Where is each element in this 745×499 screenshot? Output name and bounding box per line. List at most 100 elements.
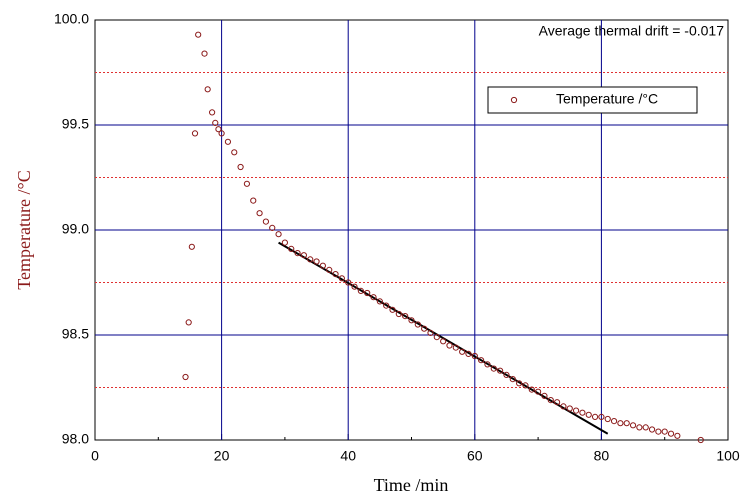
x-tick-label: 0 <box>91 448 99 464</box>
data-point <box>547 397 554 404</box>
x-tick-label: 60 <box>467 448 483 464</box>
data-point <box>661 428 668 435</box>
data-point <box>560 403 567 410</box>
data-point <box>231 149 238 156</box>
data-point <box>204 86 211 93</box>
data-point <box>383 302 390 309</box>
data-point <box>243 180 251 187</box>
data-point <box>332 271 339 278</box>
data-point <box>503 371 510 378</box>
data-point <box>697 436 704 444</box>
data-point <box>667 430 675 437</box>
data-point <box>452 344 459 351</box>
data-point <box>188 243 195 250</box>
data-point <box>351 283 358 290</box>
data-point <box>307 256 314 263</box>
data-point <box>326 266 333 273</box>
data-point <box>237 163 244 171</box>
data-point <box>357 287 364 294</box>
data-point <box>275 231 282 238</box>
data-point <box>250 197 257 204</box>
data-point <box>294 250 301 257</box>
data-point <box>218 130 225 137</box>
legend-box <box>487 86 698 114</box>
data-point <box>256 210 263 217</box>
data-point <box>288 245 295 252</box>
data-point <box>300 252 307 259</box>
y-axis-label: Temperature /°C <box>14 170 34 289</box>
annotation: Average thermal drift = -0.017 <box>539 23 725 39</box>
data-point <box>566 405 573 412</box>
x-tick-label: 80 <box>594 448 610 464</box>
data-point <box>610 418 618 425</box>
fit-line <box>278 241 609 435</box>
data-point <box>598 413 605 420</box>
data-point <box>553 399 561 406</box>
data-point <box>440 338 447 345</box>
data-point <box>541 392 548 399</box>
data-point <box>648 426 656 433</box>
data-point <box>313 258 320 265</box>
data-point <box>215 126 222 133</box>
data-point <box>224 138 232 145</box>
x-tick-label: 40 <box>340 448 356 464</box>
y-tick-label: 99.5 <box>62 116 89 132</box>
data-point <box>516 380 523 387</box>
data-point <box>182 373 189 381</box>
data-point <box>414 321 421 328</box>
data-point <box>642 424 649 431</box>
data-point <box>591 413 599 420</box>
data-point <box>209 109 216 116</box>
data-point <box>370 294 377 301</box>
data-point <box>262 218 270 225</box>
data-point <box>465 350 472 357</box>
data-point <box>459 348 466 355</box>
data-point <box>446 342 453 349</box>
data-point <box>535 388 542 395</box>
data-point <box>528 386 535 393</box>
data-point <box>655 428 662 435</box>
data-point <box>185 319 192 326</box>
data-point <box>604 415 611 423</box>
data-point <box>509 376 516 383</box>
data-point <box>191 130 199 137</box>
y-tick-label: 100.0 <box>54 11 89 27</box>
data-point <box>319 262 326 269</box>
y-tick-label: 98.0 <box>62 431 89 447</box>
data-point <box>421 325 428 332</box>
legend-marker <box>510 96 518 104</box>
data-point <box>623 420 630 427</box>
data-point <box>389 306 396 313</box>
data-point <box>471 352 478 360</box>
x-tick-label: 100 <box>716 448 740 464</box>
data-point <box>484 361 491 368</box>
data-point <box>629 422 637 429</box>
data-point <box>674 432 681 439</box>
data-point <box>490 365 497 372</box>
x-axis-label: Time /min <box>374 475 449 495</box>
data-point <box>522 382 529 389</box>
data-point <box>364 289 371 297</box>
data-point <box>433 334 440 341</box>
data-point <box>636 424 643 431</box>
data-point <box>281 239 288 246</box>
data-point <box>497 367 504 374</box>
data-point <box>585 411 592 418</box>
legend-label: Temperature /°C <box>556 91 658 107</box>
data-point <box>402 313 409 320</box>
data-point <box>478 357 485 364</box>
data-point <box>408 317 415 324</box>
x-tick-label: 20 <box>214 448 230 464</box>
data-point <box>345 279 352 286</box>
data-point <box>269 224 276 231</box>
data-point <box>395 310 402 318</box>
data-point <box>617 420 624 427</box>
y-tick-label: 98.5 <box>62 326 89 342</box>
data-point <box>579 409 586 416</box>
data-point <box>572 407 580 414</box>
data-point <box>195 31 202 38</box>
data-point <box>376 298 383 305</box>
data-point <box>212 119 219 127</box>
y-tick-label: 99.0 <box>62 221 89 237</box>
